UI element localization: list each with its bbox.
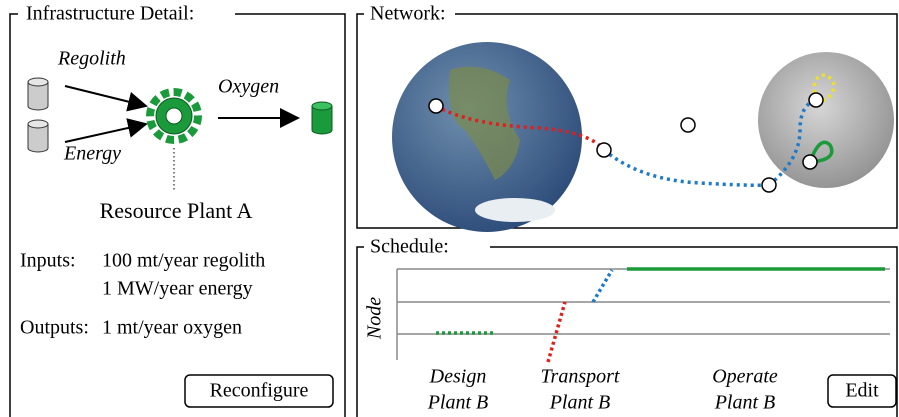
- phase-label: Operate: [712, 366, 778, 388]
- input-cylinder: [28, 120, 48, 152]
- input-label: Energy: [63, 143, 121, 165]
- arrow: [65, 86, 146, 106]
- plant-gear: [150, 92, 198, 140]
- phase-label: Plant B: [549, 392, 611, 414]
- phase-label: Transport: [541, 366, 620, 388]
- plant-name: Resource Plant A: [100, 198, 253, 223]
- activity: [548, 302, 565, 362]
- output-line: 1 mt/year oxygen: [102, 317, 242, 339]
- input-cylinder: [28, 78, 48, 110]
- button-label[interactable]: Edit: [845, 380, 879, 402]
- input-label: Regolith: [57, 48, 126, 70]
- axis-label: Node: [364, 297, 386, 340]
- panel-title: Network:: [370, 3, 446, 25]
- arrow: [65, 124, 146, 142]
- input-line: 1 MW/year energy: [102, 278, 253, 300]
- phase-label: Plant B: [427, 392, 489, 414]
- phase-label: Design: [429, 366, 487, 388]
- inputs-label: Inputs:: [20, 250, 76, 272]
- phase-label: Plant B: [714, 392, 776, 414]
- ice: [475, 198, 555, 222]
- panel-title: Infrastructure Detail:: [26, 3, 194, 25]
- schedule-panel: Schedule: Node Design Plant B Transport …: [357, 236, 897, 417]
- output-cylinder: [312, 102, 332, 134]
- route: [604, 150, 769, 185]
- node[interactable]: [809, 93, 823, 107]
- panel-title: Schedule:: [370, 236, 449, 258]
- activity: [593, 270, 612, 302]
- moon: [758, 52, 894, 188]
- output-label: Oxygen: [218, 76, 279, 98]
- reconfigure-button[interactable]: Reconfigure: [185, 375, 333, 407]
- infrastructure-panel: Infrastructure Detail: Regolith Energy O…: [10, 3, 345, 417]
- button-label[interactable]: Reconfigure: [210, 380, 309, 402]
- node[interactable]: [429, 99, 443, 113]
- node[interactable]: [597, 143, 611, 157]
- network-panel: Network:: [357, 3, 897, 232]
- outputs-label: Outputs:: [20, 317, 89, 339]
- screen: Infrastructure Detail: Regolith Energy O…: [0, 0, 899, 417]
- node[interactable]: [762, 178, 776, 192]
- input-line: 100 mt/year regolith: [102, 250, 265, 272]
- node[interactable]: [803, 155, 817, 169]
- node[interactable]: [681, 118, 695, 132]
- edit-button[interactable]: Edit: [828, 375, 896, 407]
